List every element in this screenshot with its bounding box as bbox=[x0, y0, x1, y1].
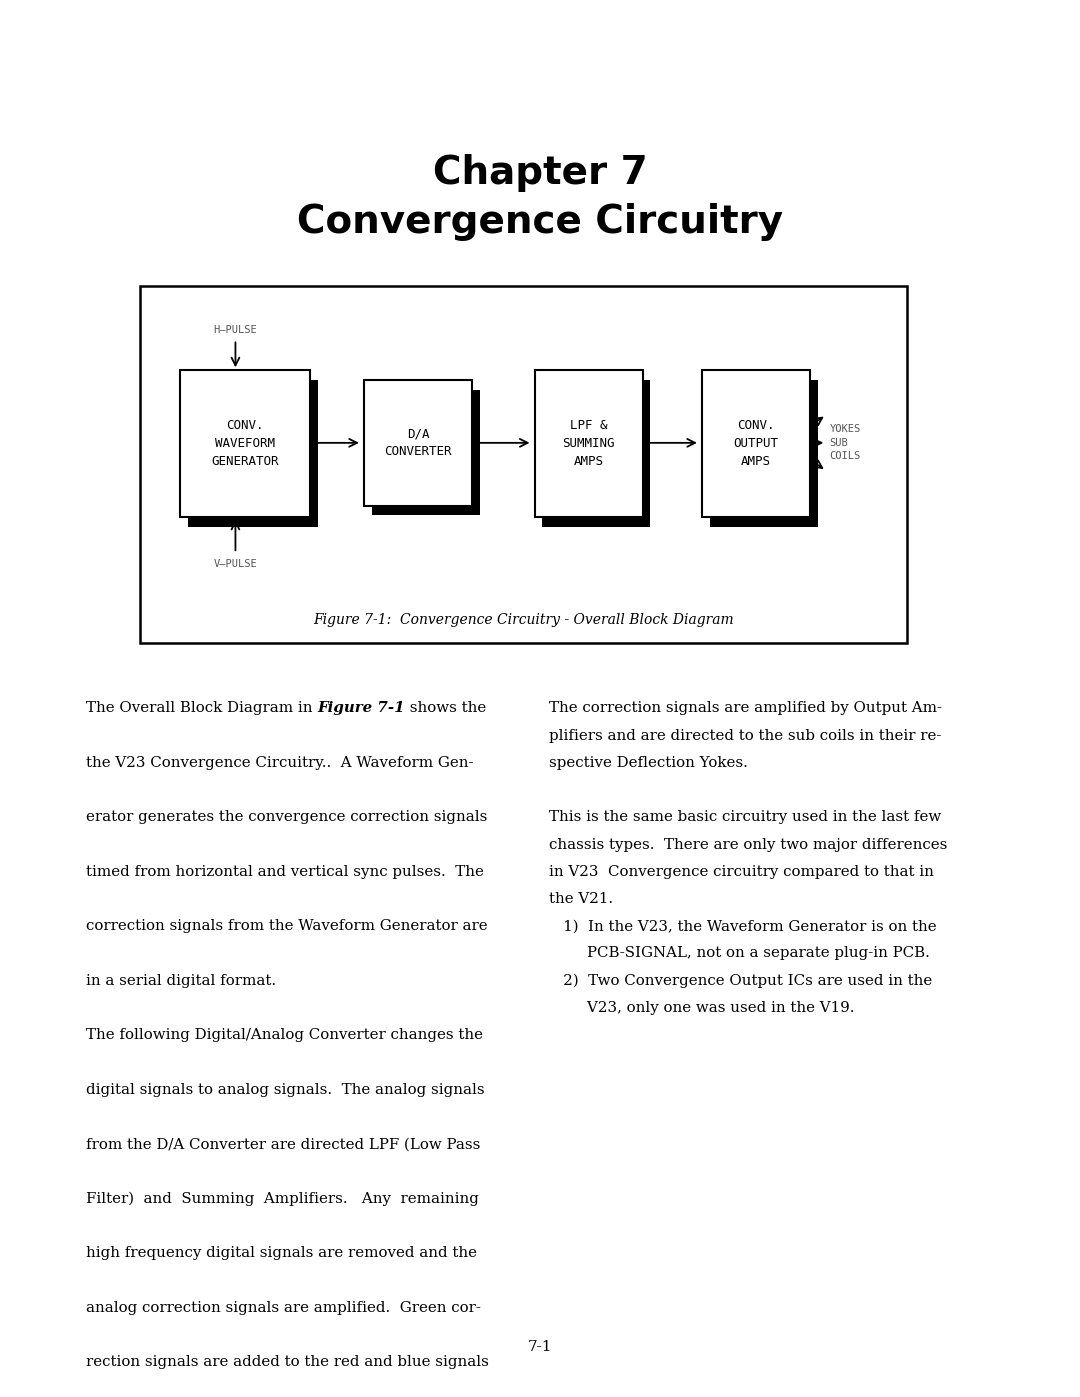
Text: digital signals to analog signals.  The analog signals: digital signals to analog signals. The a… bbox=[86, 1083, 485, 1097]
Text: in a serial digital format.: in a serial digital format. bbox=[86, 974, 276, 988]
Text: Filter)  and  Summing  Amplifiers.   Any  remaining: Filter) and Summing Amplifiers. Any rema… bbox=[86, 1192, 480, 1206]
Text: the V23 Convergence Circuitry..  A Waveform Gen-: the V23 Convergence Circuitry.. A Wavefo… bbox=[86, 756, 474, 770]
Text: correction signals from the Waveform Generator are: correction signals from the Waveform Gen… bbox=[86, 919, 488, 933]
Text: the V21.: the V21. bbox=[549, 893, 612, 907]
Text: chassis types.  There are only two major differences: chassis types. There are only two major … bbox=[549, 838, 947, 852]
Text: V23, only one was used in the V19.: V23, only one was used in the V19. bbox=[549, 1000, 854, 1016]
Text: analog correction signals are amplified.  Green cor-: analog correction signals are amplified.… bbox=[86, 1301, 482, 1315]
Bar bbox=[710, 380, 818, 527]
Bar bbox=[702, 370, 810, 517]
Text: from the D/A Converter are directed LPF (Low Pass: from the D/A Converter are directed LPF … bbox=[86, 1137, 481, 1151]
Text: 7-1: 7-1 bbox=[528, 1340, 552, 1354]
Text: timed from horizontal and vertical sync pulses.  The: timed from horizontal and vertical sync … bbox=[86, 865, 484, 879]
Text: erator generates the convergence correction signals: erator generates the convergence correct… bbox=[86, 810, 488, 824]
Text: The correction signals are amplified by Output Am-: The correction signals are amplified by … bbox=[549, 701, 942, 715]
Text: spective Deflection Yokes.: spective Deflection Yokes. bbox=[549, 756, 747, 770]
Text: 1)  In the V23, the Waveform Generator is on the: 1) In the V23, the Waveform Generator is… bbox=[549, 919, 936, 933]
Text: rection signals are added to the red and blue signals: rection signals are added to the red and… bbox=[86, 1355, 489, 1369]
Text: D/A
CONVERTER: D/A CONVERTER bbox=[384, 427, 451, 458]
Text: CONV.
OUTPUT
AMPS: CONV. OUTPUT AMPS bbox=[733, 419, 779, 468]
Text: PCB-SIGNAL, not on a separate plug-in PCB.: PCB-SIGNAL, not on a separate plug-in PC… bbox=[549, 947, 930, 961]
Text: in V23  Convergence circuitry compared to that in: in V23 Convergence circuitry compared to… bbox=[549, 865, 933, 879]
Text: 2)  Two Convergence Output ICs are used in the: 2) Two Convergence Output ICs are used i… bbox=[549, 974, 932, 988]
Text: YOKES
SUB
COILS: YOKES SUB COILS bbox=[829, 425, 861, 461]
Text: Convergence Circuitry: Convergence Circuitry bbox=[297, 203, 783, 240]
Text: high frequency digital signals are removed and the: high frequency digital signals are remov… bbox=[86, 1246, 477, 1260]
Bar bbox=[372, 390, 480, 515]
Bar bbox=[542, 380, 650, 527]
Text: H–PULSE: H–PULSE bbox=[214, 326, 257, 335]
Text: Figure 7-1:  Convergence Circuitry - Overall Block Diagram: Figure 7-1: Convergence Circuitry - Over… bbox=[313, 613, 734, 627]
Text: This is the same basic circuitry used in the last few: This is the same basic circuitry used in… bbox=[549, 810, 941, 824]
Bar bbox=[180, 370, 310, 517]
Text: LPF &
SUMMING
AMPS: LPF & SUMMING AMPS bbox=[563, 419, 615, 468]
Bar bbox=[364, 380, 472, 506]
Text: CONV.
WAVEFORM
GENERATOR: CONV. WAVEFORM GENERATOR bbox=[212, 419, 279, 468]
Bar bbox=[140, 286, 907, 643]
Text: V–PULSE: V–PULSE bbox=[214, 559, 257, 569]
Text: The Overall Block Diagram in: The Overall Block Diagram in bbox=[86, 701, 318, 715]
Text: The following Digital/Analog Converter changes the: The following Digital/Analog Converter c… bbox=[86, 1028, 484, 1042]
Text: shows the: shows the bbox=[405, 701, 486, 715]
Text: Figure 7-1: Figure 7-1 bbox=[318, 701, 405, 715]
Bar bbox=[535, 370, 643, 517]
Text: Chapter 7: Chapter 7 bbox=[433, 154, 647, 191]
Bar bbox=[188, 380, 318, 527]
Text: plifiers and are directed to the sub coils in their re-: plifiers and are directed to the sub coi… bbox=[549, 729, 941, 743]
